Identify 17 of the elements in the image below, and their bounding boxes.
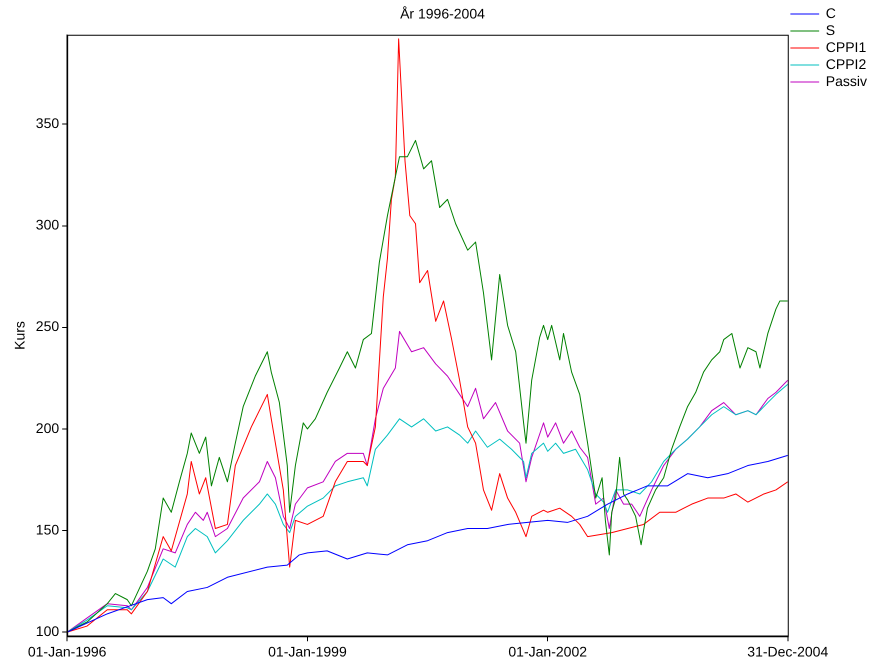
x-tick-label: 01-Jan-1999 — [268, 643, 347, 660]
y-tick-label: 250 — [36, 318, 60, 334]
legend-label: C — [826, 4, 836, 21]
y-tick-label: 300 — [36, 216, 60, 233]
legend-label: CPPI1 — [826, 38, 866, 55]
y-tick-label: 150 — [36, 521, 60, 538]
x-tick-label: 31-Dec-2004 — [747, 643, 828, 660]
y-axis-title: Kurs — [11, 321, 28, 350]
x-tick-label: 01-Jan-2002 — [508, 643, 588, 660]
chart-title: År 1996-2004 — [400, 5, 486, 22]
y-tick-label: 350 — [36, 115, 60, 132]
x-tick-label: 01-Jan-1996 — [28, 643, 107, 660]
legend-label: S — [826, 22, 836, 38]
legend-label: Passiv — [826, 72, 867, 89]
y-tick-label: 100 — [36, 622, 60, 639]
y-tick-label: 200 — [36, 420, 60, 436]
legend-label: CPPI2 — [826, 56, 866, 72]
